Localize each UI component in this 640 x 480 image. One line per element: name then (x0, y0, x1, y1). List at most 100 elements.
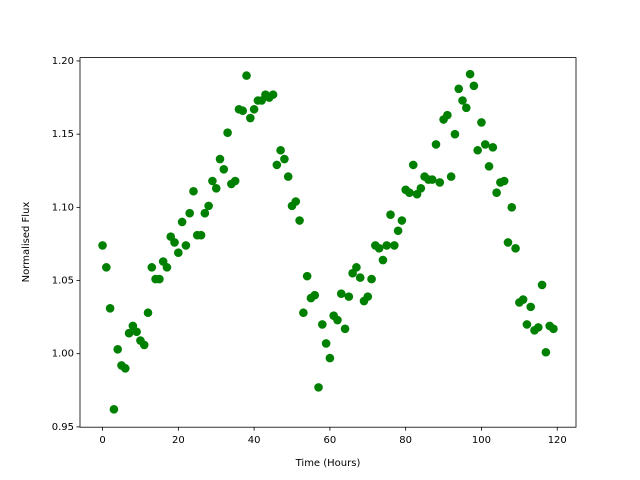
point (291, 197, 301, 206)
y-tick-label: 1.20 (52, 56, 74, 67)
point (177, 217, 187, 227)
point (139, 340, 149, 350)
point (333, 315, 342, 325)
point (295, 216, 304, 225)
point (355, 273, 365, 282)
point (321, 339, 331, 348)
point (352, 263, 361, 272)
point (102, 263, 111, 272)
y-tick-label: 1.00 (52, 349, 74, 360)
point (344, 292, 354, 301)
point (499, 176, 509, 186)
point (242, 71, 251, 80)
point (98, 241, 107, 250)
point (446, 172, 456, 181)
point (272, 160, 282, 170)
plot-frame (79, 57, 577, 428)
point (147, 263, 157, 272)
point (299, 308, 308, 318)
point (211, 184, 221, 193)
x-tick-label: 60 (324, 435, 337, 446)
point (363, 292, 373, 301)
point (541, 347, 551, 357)
point (462, 103, 471, 113)
point (310, 290, 320, 300)
point (386, 210, 395, 219)
point (382, 241, 392, 250)
x-tick-label: 80 (399, 435, 412, 446)
point (416, 184, 426, 193)
point (431, 140, 441, 149)
x-tick-label: 0 (99, 435, 105, 446)
point (549, 324, 558, 334)
point (185, 208, 194, 218)
point (405, 188, 414, 198)
point (181, 241, 191, 250)
x-tick-label: 120 (548, 435, 567, 446)
point (132, 327, 141, 337)
point (249, 104, 259, 114)
point (435, 178, 445, 187)
point (526, 302, 536, 312)
point (109, 405, 119, 414)
point (174, 248, 183, 258)
point (484, 162, 494, 171)
point (488, 143, 498, 152)
y-tick-label: 1.10 (52, 202, 74, 213)
point (325, 353, 335, 363)
point (276, 145, 285, 155)
x-tick-label: 20 (172, 435, 185, 446)
point (170, 238, 179, 247)
point (503, 238, 513, 247)
x-tick-label: 100 (472, 435, 491, 446)
point (393, 226, 403, 236)
y-tick-label: 1.15 (52, 129, 74, 140)
point (219, 164, 229, 174)
point (537, 280, 547, 290)
point (120, 364, 130, 373)
point (397, 216, 407, 225)
point (215, 154, 225, 164)
point (367, 274, 376, 284)
point (223, 128, 232, 137)
point (522, 320, 532, 329)
point (155, 274, 164, 284)
point (390, 241, 399, 250)
point (477, 118, 486, 127)
point (124, 328, 134, 338)
y-tick-label: 0.95 (52, 422, 74, 433)
y-axis-label: Normalised Flux (21, 202, 32, 283)
point (230, 176, 240, 186)
point (143, 308, 153, 318)
point (340, 324, 350, 334)
point (268, 90, 278, 99)
point (473, 145, 482, 155)
point (238, 106, 248, 116)
point (378, 255, 388, 265)
point (374, 244, 384, 253)
point (196, 230, 206, 240)
point (246, 113, 255, 123)
y-tick-label: 1.05 (52, 276, 74, 287)
point (336, 289, 346, 299)
point (200, 208, 210, 218)
point (511, 244, 520, 253)
point (302, 271, 312, 281)
x-tick-label: 40 (248, 435, 261, 446)
point (480, 140, 490, 149)
point (105, 304, 115, 313)
point (162, 263, 172, 272)
x-axis-label: Time (Hours) (295, 458, 361, 469)
point (314, 383, 323, 392)
point (518, 295, 528, 304)
point (283, 172, 293, 181)
point (458, 96, 467, 105)
point (113, 345, 123, 354)
point (189, 186, 198, 196)
point (450, 129, 460, 139)
point (465, 69, 475, 79)
point (454, 84, 464, 94)
point (427, 175, 437, 184)
point (492, 188, 501, 198)
point (204, 201, 213, 211)
